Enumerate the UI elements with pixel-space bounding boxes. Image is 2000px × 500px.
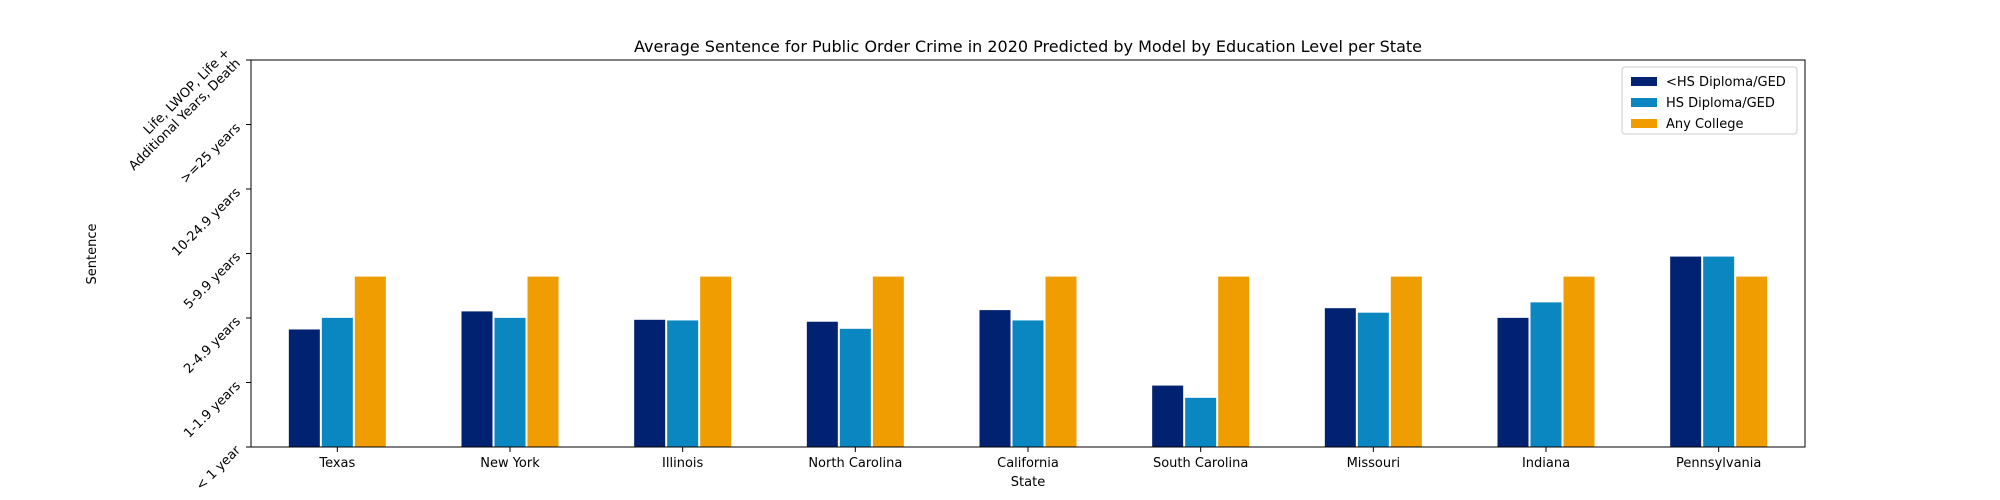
bar <box>1184 396 1218 448</box>
bar <box>526 275 560 448</box>
x-axis-label: State <box>1011 475 1045 490</box>
x-tick-label: Pennsylvania <box>1676 456 1761 471</box>
bar <box>1011 319 1045 448</box>
x-tick-label: South Carolina <box>1153 456 1248 471</box>
x-tick-label: Missouri <box>1347 456 1401 471</box>
bar <box>838 327 872 448</box>
bar <box>1669 255 1703 448</box>
x-tick-label: North Carolina <box>808 456 902 471</box>
y-tick-label: Life, LWOP, Life +Additional Years, Deat… <box>116 46 244 174</box>
x-axis: Texas New York Illinois North Carolina Calif… <box>318 447 1761 471</box>
y-axis-label: Sentence <box>85 224 100 285</box>
x-tick-label: New York <box>480 456 540 471</box>
bar <box>978 309 1012 448</box>
bar <box>1389 275 1423 448</box>
legend-swatch <box>1631 98 1657 107</box>
bar <box>1356 311 1390 448</box>
legend-label: HS Diploma/GED <box>1666 96 1775 111</box>
x-tick-label: Indiana <box>1522 456 1570 471</box>
bar <box>633 318 667 448</box>
y-tick-label: < 1 year <box>193 443 244 494</box>
legend: <HS Diploma/GED HS Diploma/GED Any College <box>1621 66 1798 135</box>
y-tick-label: 5-9.9 years <box>181 250 244 313</box>
plot-area <box>287 255 1769 448</box>
bar <box>460 310 494 448</box>
bar <box>1496 316 1530 448</box>
y-tick-label: 2-4.9 years <box>181 314 244 377</box>
bar <box>1044 275 1078 448</box>
bar <box>1151 384 1185 448</box>
bar <box>320 316 354 448</box>
chart-title: Average Sentence for Public Order Crime … <box>634 37 1422 56</box>
x-tick-label: Texas <box>318 456 355 471</box>
legend-label: <HS Diploma/GED <box>1666 75 1786 90</box>
bar <box>287 328 321 448</box>
bar <box>1562 275 1596 448</box>
bar <box>493 316 527 448</box>
x-tick-label: Illinois <box>662 456 703 471</box>
bar <box>1702 255 1736 448</box>
y-tick-label: >=25 years <box>178 121 244 187</box>
bar <box>871 275 905 448</box>
bar <box>1529 301 1563 448</box>
legend-swatch <box>1631 119 1657 128</box>
legend-label: Any College <box>1666 117 1743 132</box>
y-tick-label: 10-24.9 years <box>170 185 244 259</box>
legend-box <box>1621 66 1798 135</box>
x-tick-label: California <box>997 456 1059 471</box>
bar <box>353 275 387 448</box>
bar <box>1217 275 1251 448</box>
bar <box>1735 275 1769 448</box>
bar <box>1323 307 1357 448</box>
bar <box>699 275 733 448</box>
bar <box>666 319 700 448</box>
legend-swatch <box>1631 77 1657 86</box>
bar <box>805 320 839 448</box>
y-tick-label: 1-1.9 years <box>181 379 244 442</box>
